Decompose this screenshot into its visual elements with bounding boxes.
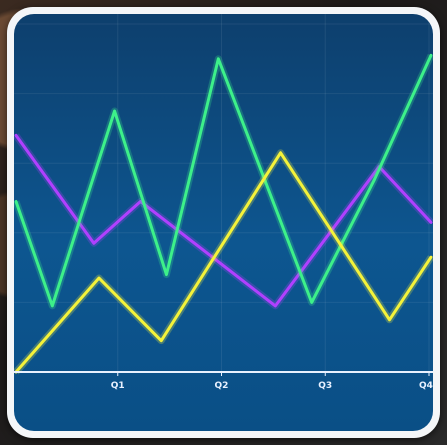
- grid: [14, 14, 433, 372]
- x-tick-label: Q3: [318, 381, 332, 391]
- line-chart: Q1 Q2 Q3 Q4: [14, 14, 433, 391]
- x-tick-label: Q4: [419, 381, 433, 391]
- series-line-1: [14, 133, 433, 308]
- series-line-2: [14, 53, 433, 308]
- x-tick-label: Q2: [215, 381, 229, 391]
- x-tick-label: Q1: [111, 381, 125, 391]
- series-line-3: [14, 151, 433, 374]
- x-axis-ticks: Q1 Q2 Q3 Q4: [111, 372, 433, 391]
- series-group: [14, 53, 433, 375]
- chart-panel: Q1 Q2 Q3 Q4: [14, 14, 433, 431]
